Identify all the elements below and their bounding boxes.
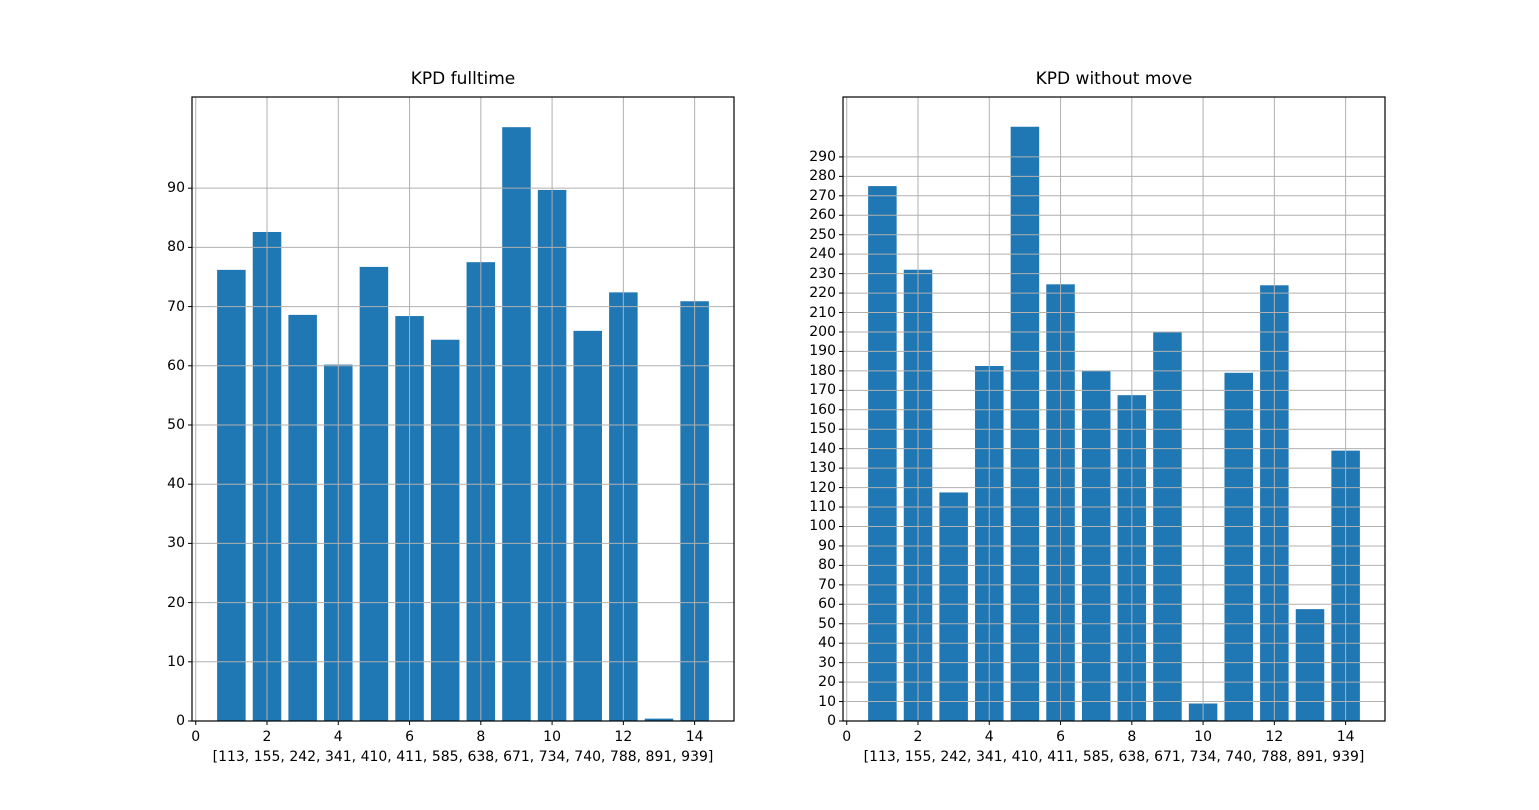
y-tick-label: 60 bbox=[818, 596, 836, 613]
x-tick-label: 2 bbox=[913, 729, 923, 745]
x-tick-label: 4 bbox=[333, 729, 343, 745]
x-tick-label: 6 bbox=[1056, 729, 1065, 745]
y-tick-label: 10 bbox=[167, 653, 185, 670]
x-tick-label: 0 bbox=[842, 729, 852, 745]
x-tick-label: 8 bbox=[476, 729, 486, 745]
y-tick-label: 110 bbox=[809, 499, 836, 516]
y-tick-label: 120 bbox=[809, 479, 836, 496]
x-axis-label: [113, 155, 242, 341, 410, 411, 585, 638,… bbox=[212, 749, 714, 765]
x-axis-label: [113, 155, 242, 341, 410, 411, 585, 638,… bbox=[863, 749, 1365, 765]
x-tick-label: 14 bbox=[1336, 729, 1355, 745]
y-tick-label: 260 bbox=[809, 207, 836, 224]
x-tick-label: 12 bbox=[614, 729, 633, 745]
y-tick-label: 210 bbox=[809, 304, 836, 321]
x-tick-label: 14 bbox=[685, 729, 704, 745]
y-tick-label: 0 bbox=[827, 713, 836, 729]
chart-title: KPD fulltime bbox=[410, 69, 516, 89]
y-tick-label: 30 bbox=[167, 535, 185, 552]
y-tick-label: 80 bbox=[818, 557, 836, 574]
y-tick-label: 240 bbox=[809, 246, 836, 263]
y-tick-label: 230 bbox=[809, 265, 836, 282]
y-tick-label: 40 bbox=[167, 476, 185, 493]
y-tick-label: 290 bbox=[809, 148, 836, 165]
y-tick-label: 80 bbox=[167, 239, 185, 256]
chart-title: KPD without move bbox=[1035, 69, 1193, 89]
y-tick-label: 70 bbox=[818, 576, 836, 593]
x-tick-label: 8 bbox=[1127, 729, 1137, 745]
y-tick-label: 0 bbox=[176, 713, 185, 729]
x-tick-label: 4 bbox=[984, 729, 994, 745]
y-tick-label: 140 bbox=[809, 440, 836, 457]
y-tick-label: 200 bbox=[809, 323, 836, 340]
y-tick-label: 170 bbox=[809, 382, 836, 399]
y-tick-label: 250 bbox=[809, 226, 836, 243]
y-tick-label: 90 bbox=[167, 180, 185, 197]
y-tick-label: 90 bbox=[818, 537, 836, 554]
y-tick-label: 190 bbox=[809, 343, 836, 360]
y-tick-label: 270 bbox=[809, 187, 836, 204]
y-tick-label: 30 bbox=[818, 654, 836, 671]
x-tick-label: 12 bbox=[1265, 729, 1284, 745]
y-tick-label: 20 bbox=[167, 594, 185, 611]
y-tick-label: 220 bbox=[809, 285, 836, 302]
y-tick-label: 20 bbox=[818, 674, 836, 691]
y-tick-label: 50 bbox=[167, 416, 185, 433]
y-tick-label: 10 bbox=[818, 693, 836, 710]
y-tick-label: 50 bbox=[818, 615, 836, 632]
y-tick-label: 180 bbox=[809, 362, 836, 379]
y-tick-label: 100 bbox=[809, 518, 836, 535]
x-tick-label: 10 bbox=[1194, 729, 1212, 745]
y-tick-label: 160 bbox=[809, 401, 836, 418]
y-tick-label: 280 bbox=[809, 168, 836, 185]
x-tick-label: 10 bbox=[543, 729, 561, 745]
y-tick-label: 40 bbox=[818, 635, 836, 652]
y-tick-label: 60 bbox=[167, 357, 185, 374]
y-tick-label: 150 bbox=[809, 421, 836, 438]
x-tick-label: 0 bbox=[191, 729, 201, 745]
x-tick-label: 2 bbox=[262, 729, 272, 745]
y-tick-label: 130 bbox=[809, 460, 836, 477]
y-tick-label: 70 bbox=[167, 298, 185, 315]
x-tick-label: 6 bbox=[405, 729, 414, 745]
